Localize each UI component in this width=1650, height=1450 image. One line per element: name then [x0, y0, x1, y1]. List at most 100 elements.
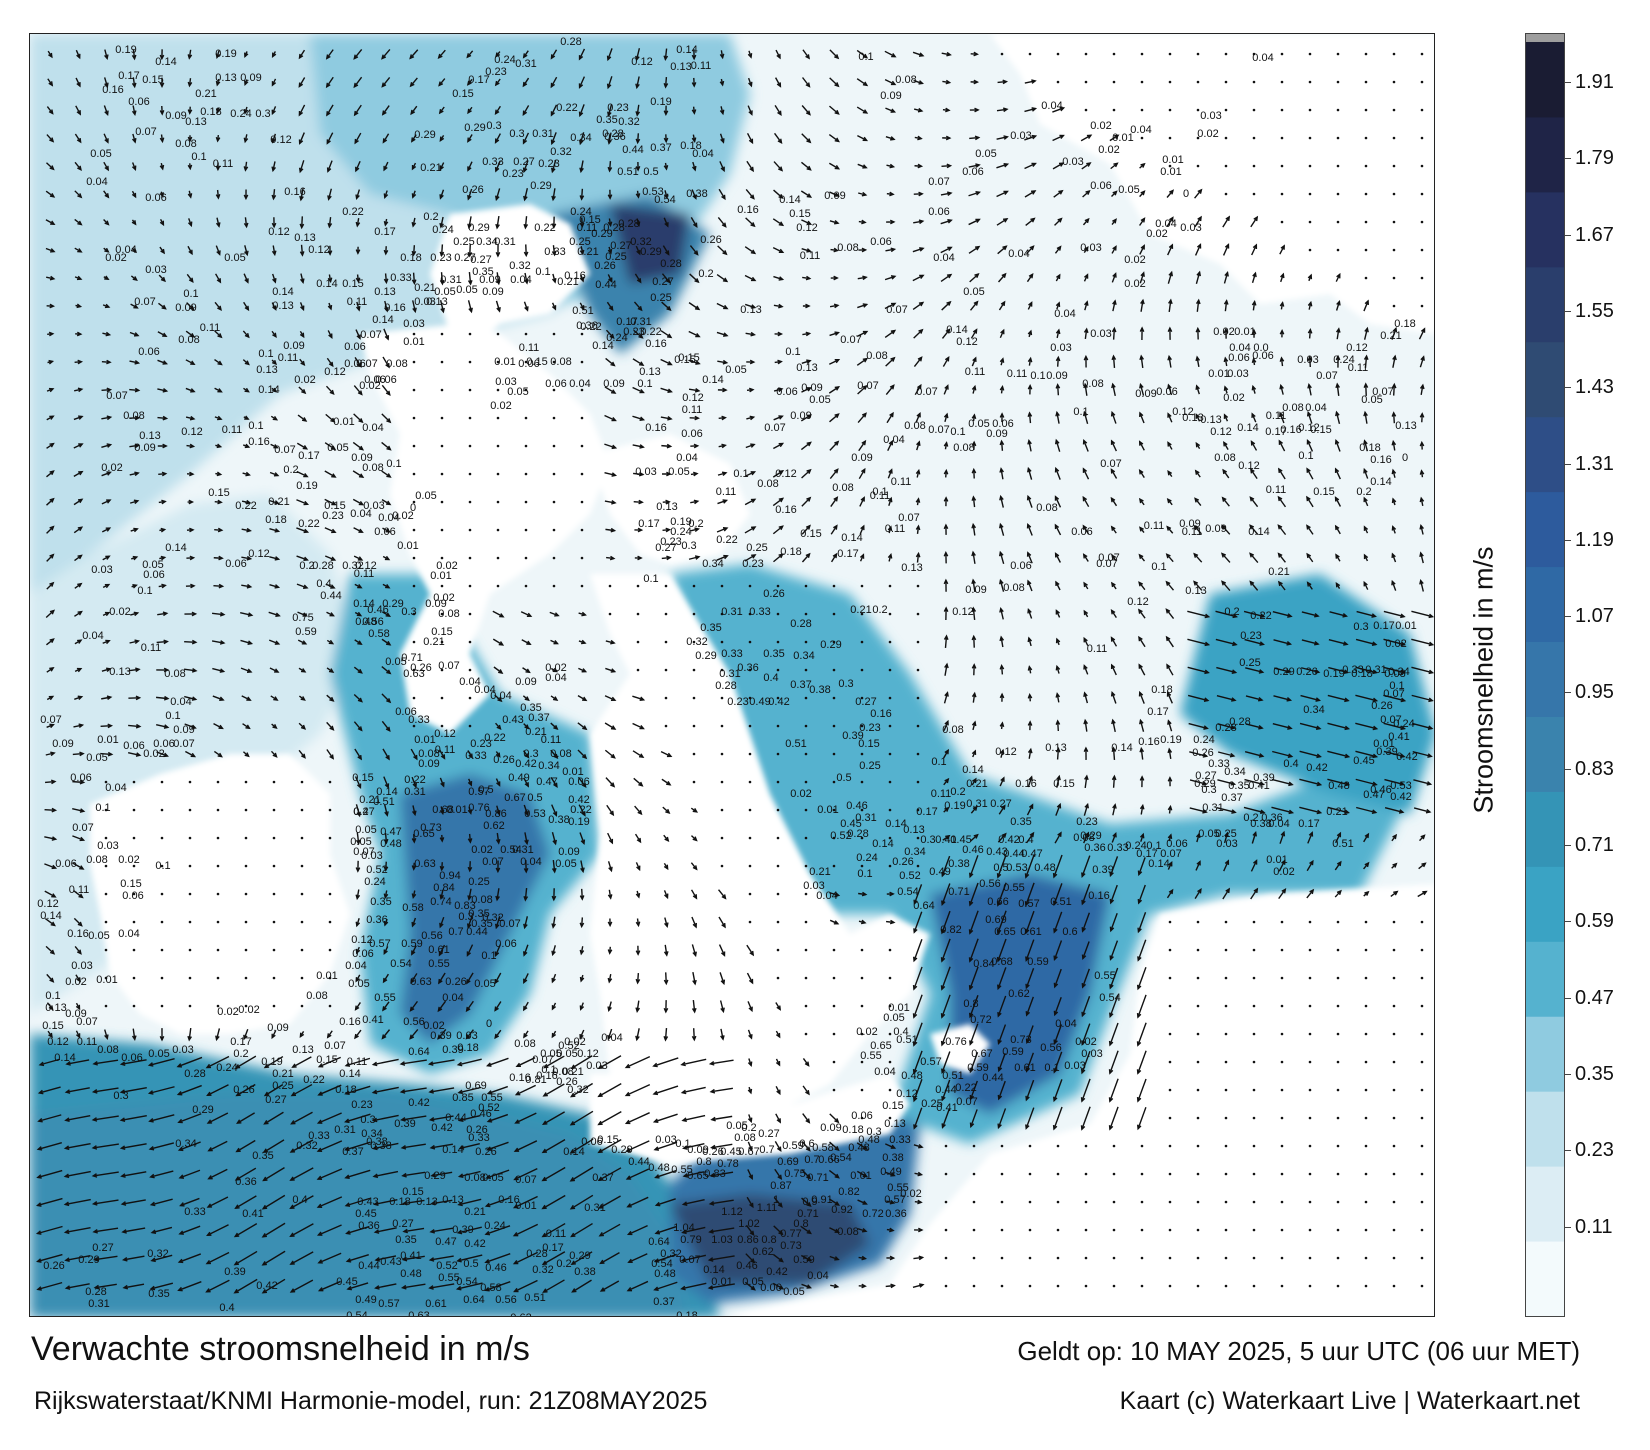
current-arrow — [542, 1222, 566, 1238]
grid-dot — [1168, 948, 1172, 952]
speed-label: 0.03 — [456, 1030, 477, 1042]
current-arrow — [1271, 778, 1293, 786]
current-arrow — [487, 1141, 509, 1151]
grid-dot — [244, 864, 248, 868]
grid-dot — [188, 920, 192, 924]
grid-dot — [188, 780, 192, 784]
current-arrow-head — [971, 522, 977, 529]
current-arrow-head — [1427, 725, 1434, 730]
grid-dot — [804, 640, 808, 644]
grid-dot — [1364, 920, 1368, 924]
current-arrow-head — [1081, 927, 1086, 933]
colorbar-tick-label: 0.47 — [1575, 986, 1614, 1009]
speed-label: 0.76 — [468, 802, 489, 814]
current-arrow-head — [316, 1231, 323, 1236]
current-arrow-head — [243, 137, 249, 144]
current-arrow-head — [1221, 524, 1227, 530]
current-arrow — [1139, 272, 1145, 284]
speed-label: 1.12 — [721, 1206, 742, 1218]
colorbar-band — [1526, 1166, 1564, 1242]
current-arrow-head — [51, 836, 58, 841]
current-arrow — [1306, 496, 1314, 508]
current-arrow-head — [778, 276, 785, 281]
speed-label: 0.07 — [840, 334, 861, 346]
current-arrow-head — [1139, 526, 1144, 532]
speed-label: 0.73 — [780, 1240, 801, 1252]
current-arrow — [1083, 692, 1089, 704]
current-arrow-head — [494, 1006, 499, 1012]
current-arrow — [373, 1086, 399, 1094]
current-arrow — [466, 944, 474, 956]
current-arrow-head — [778, 221, 785, 227]
current-arrow-head — [1086, 162, 1092, 167]
current-arrow — [885, 107, 895, 113]
current-arrow — [969, 834, 979, 842]
current-arrow — [972, 552, 976, 564]
current-arrow-head — [945, 328, 951, 334]
current-arrow-head — [945, 79, 952, 85]
current-arrow-head — [1231, 809, 1237, 814]
current-speed-map[interactable]: 0.19 0.14 0.19 0.16 0.17 0.15 0.13 0.09 0.06 0.21… — [29, 33, 1435, 1317]
current-arrow-head — [778, 497, 785, 503]
speed-label: 0.11 — [1087, 643, 1108, 655]
current-arrow-head — [944, 356, 950, 362]
current-arrow-head — [1224, 243, 1230, 249]
current-arrow-head — [971, 413, 977, 419]
current-arrow-head — [1083, 664, 1088, 670]
current-arrow — [93, 1143, 119, 1149]
current-arrow-head — [371, 1089, 378, 1095]
current-arrow — [681, 1058, 707, 1066]
speed-label: 0.42 — [766, 1266, 787, 1278]
grid-dot — [972, 1144, 976, 1148]
current-arrow — [1110, 884, 1118, 904]
speed-label: 0.2 — [698, 268, 713, 280]
grid-dot — [1336, 1172, 1340, 1176]
current-arrow-head — [834, 1118, 840, 1124]
speed-label: 0.12 — [268, 226, 289, 238]
grid-dot — [1420, 1200, 1424, 1204]
speed-label: 0.62 — [483, 820, 504, 832]
current-arrow-head — [721, 471, 728, 477]
speed-label: 0.11 — [541, 734, 562, 746]
speed-label: 0.44 — [935, 1084, 956, 1096]
speed-label: 0.14 — [54, 1052, 75, 1064]
speed-label: 0.08 — [1282, 402, 1303, 414]
current-arrow-head — [1253, 215, 1259, 222]
grid-dot — [580, 332, 584, 336]
current-arrow-head — [1053, 1010, 1059, 1017]
speed-label: 0.04 — [692, 148, 713, 160]
current-arrow-head — [485, 1146, 492, 1151]
grid-dot — [468, 472, 472, 476]
current-arrow-head — [1054, 466, 1060, 473]
current-arrow-head — [189, 443, 196, 449]
current-arrow — [688, 388, 700, 392]
grid-dot — [552, 528, 556, 532]
grid-dot — [1308, 1116, 1312, 1120]
current-arrow-head — [49, 581, 55, 587]
speed-label: 0.01 — [515, 1200, 536, 1212]
current-arrow-head — [694, 527, 700, 533]
speed-label: 0.04 — [170, 696, 191, 708]
current-arrow — [1053, 1024, 1063, 1044]
speed-label: 0.03 — [145, 264, 166, 276]
current-arrow — [402, 1143, 426, 1149]
current-arrow-head — [1195, 413, 1201, 419]
current-arrow-head — [131, 1035, 137, 1041]
current-arrow — [744, 554, 756, 562]
current-arrow — [522, 132, 530, 144]
grid-dot — [1280, 948, 1284, 952]
current-arrow-head — [945, 834, 951, 840]
current-arrow-head — [271, 222, 277, 229]
current-arrow-head — [834, 1201, 841, 1206]
current-arrow-head — [889, 384, 895, 390]
grid-dot — [1336, 80, 1340, 84]
grid-dot — [104, 1004, 108, 1008]
speed-label: 0.19 — [296, 480, 317, 492]
speed-label: 0.11 — [435, 744, 456, 756]
grid-dot — [1392, 1228, 1396, 1232]
current-arrow — [682, 1086, 706, 1094]
grid-dot — [972, 1200, 976, 1204]
current-arrow-head — [92, 1228, 98, 1234]
current-arrow-head — [777, 359, 783, 365]
grid-dot — [1336, 192, 1340, 196]
